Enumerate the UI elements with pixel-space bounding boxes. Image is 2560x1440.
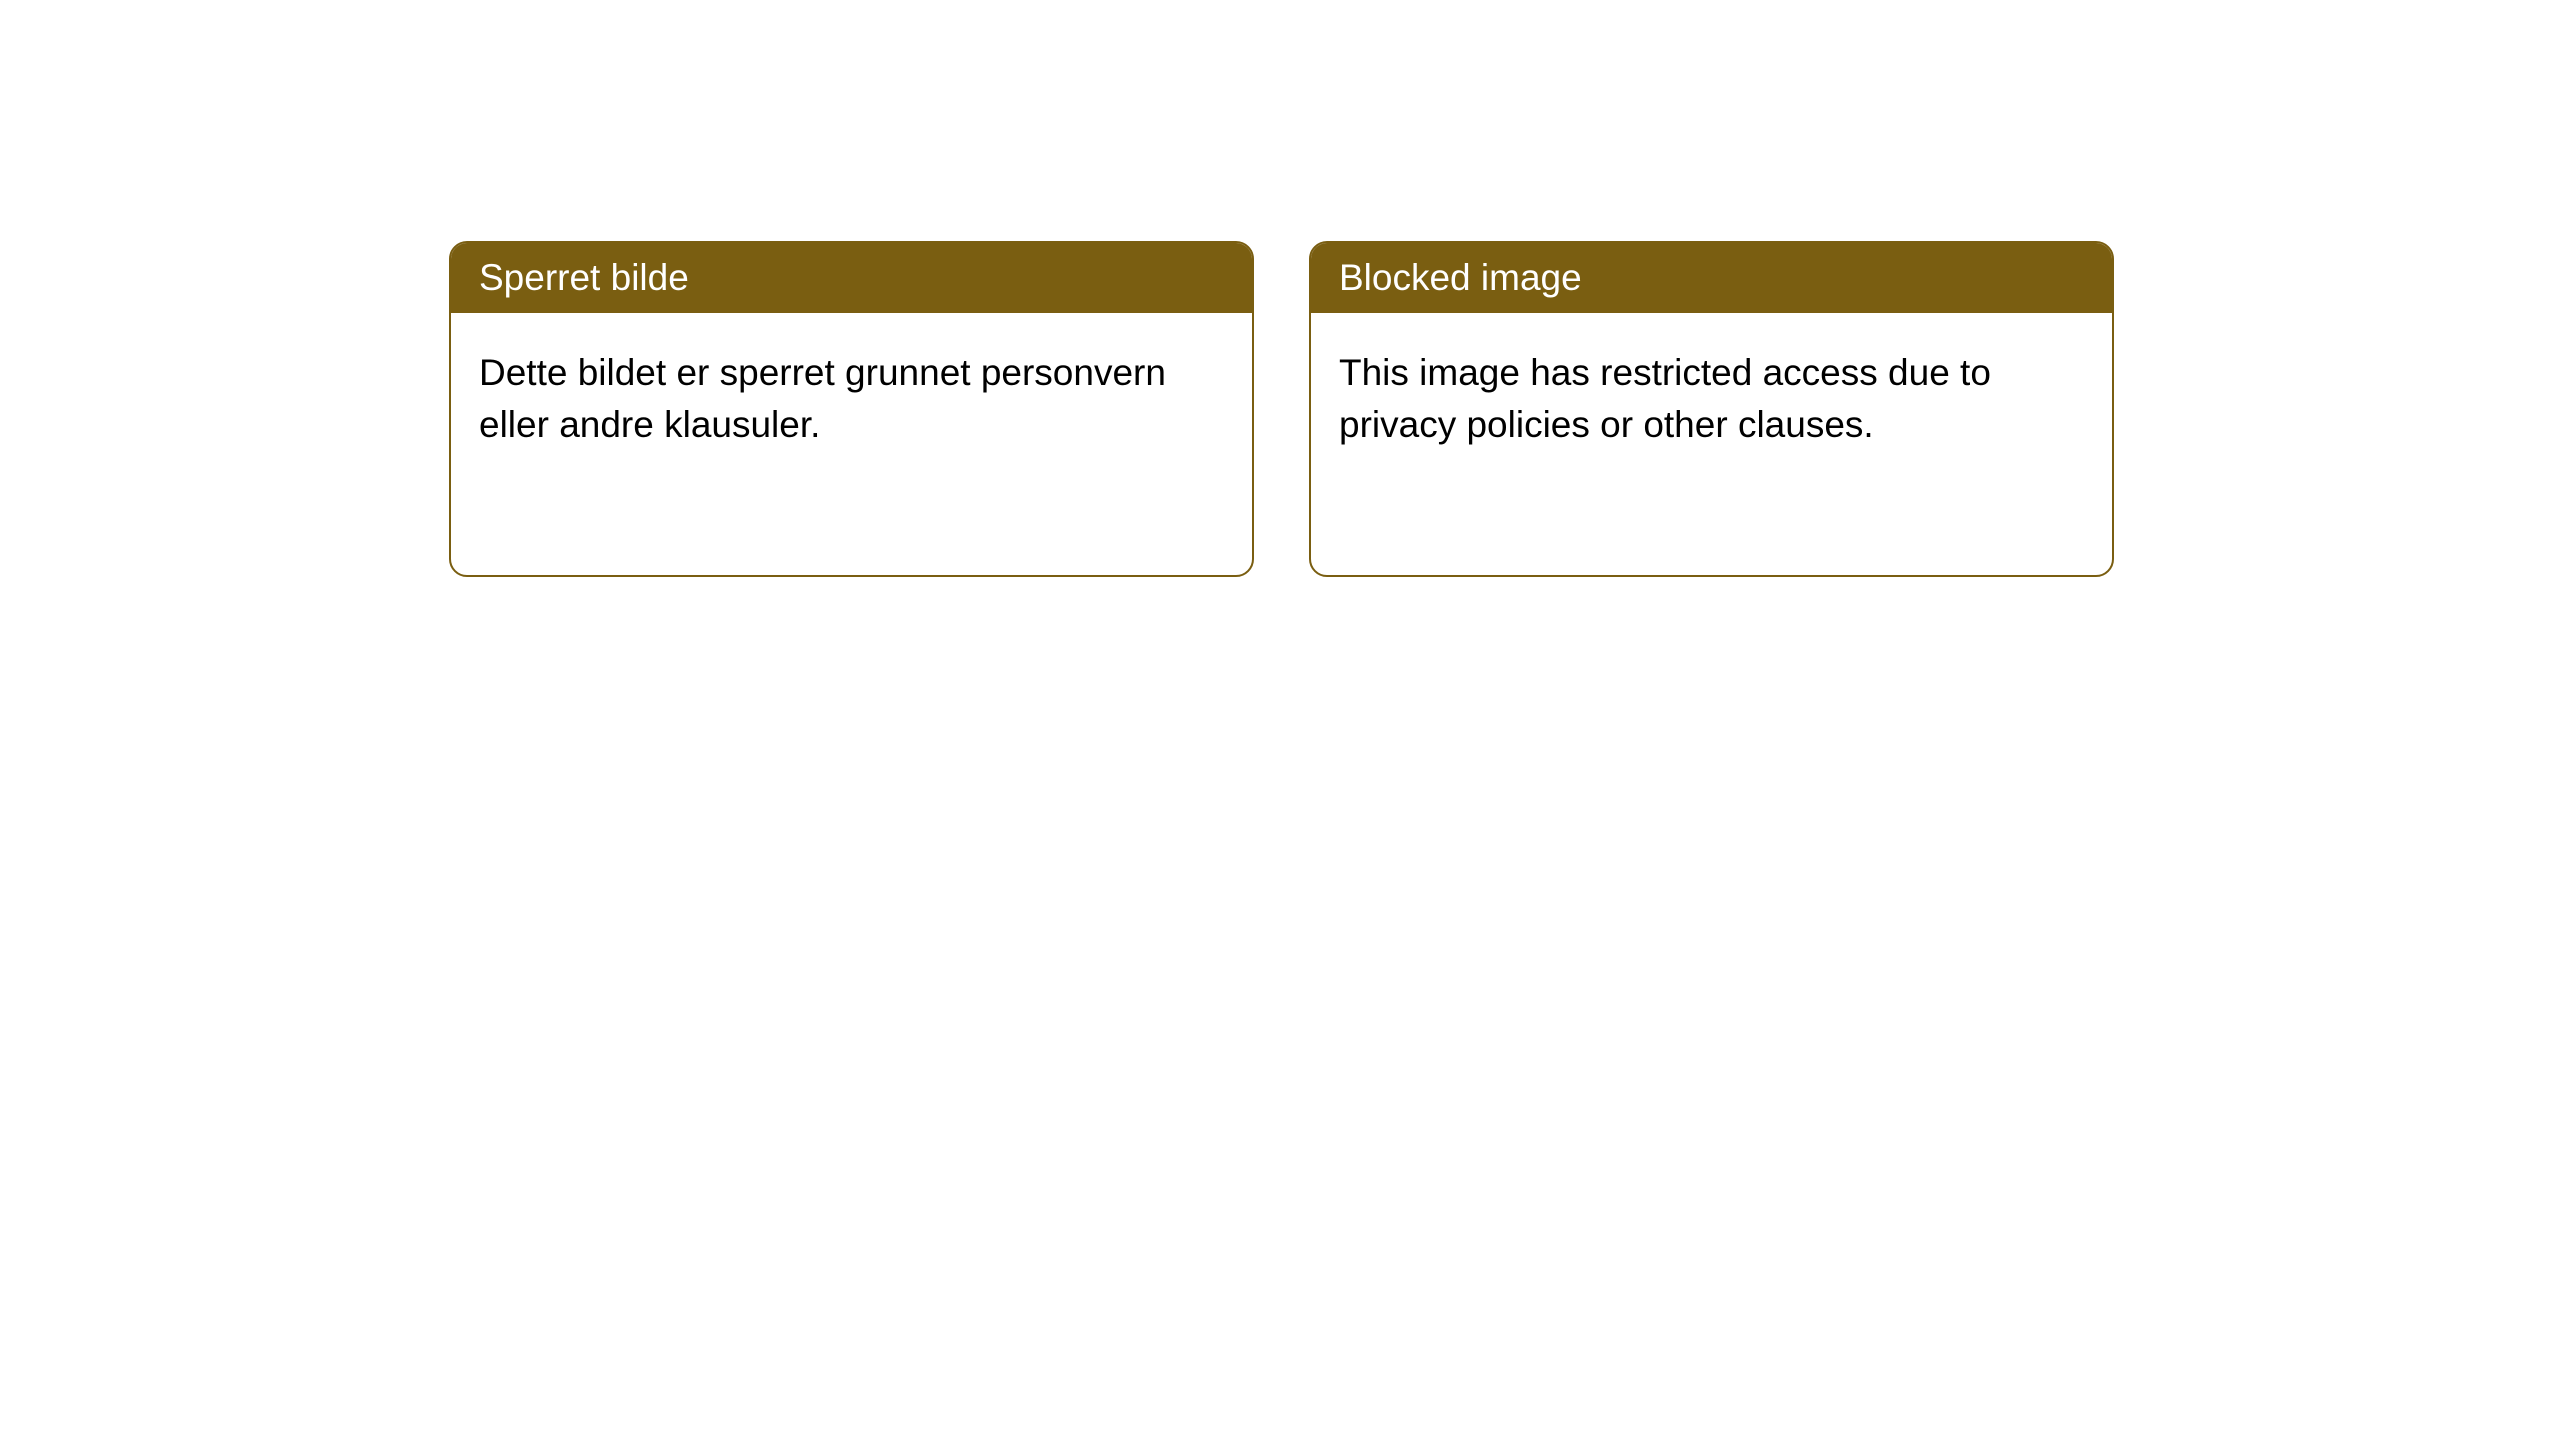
notice-card-body: Dette bildet er sperret grunnet personve… [451, 313, 1252, 485]
notice-card-title: Blocked image [1339, 257, 1582, 298]
notice-card-english: Blocked image This image has restricted … [1309, 241, 2114, 577]
notice-cards-container: Sperret bilde Dette bildet er sperret gr… [449, 241, 2114, 577]
notice-card-text: This image has restricted access due to … [1339, 352, 1991, 445]
notice-card-header: Blocked image [1311, 243, 2112, 313]
notice-card-body: This image has restricted access due to … [1311, 313, 2112, 485]
notice-card-text: Dette bildet er sperret grunnet personve… [479, 352, 1166, 445]
notice-card-header: Sperret bilde [451, 243, 1252, 313]
notice-card-norwegian: Sperret bilde Dette bildet er sperret gr… [449, 241, 1254, 577]
notice-card-title: Sperret bilde [479, 257, 689, 298]
